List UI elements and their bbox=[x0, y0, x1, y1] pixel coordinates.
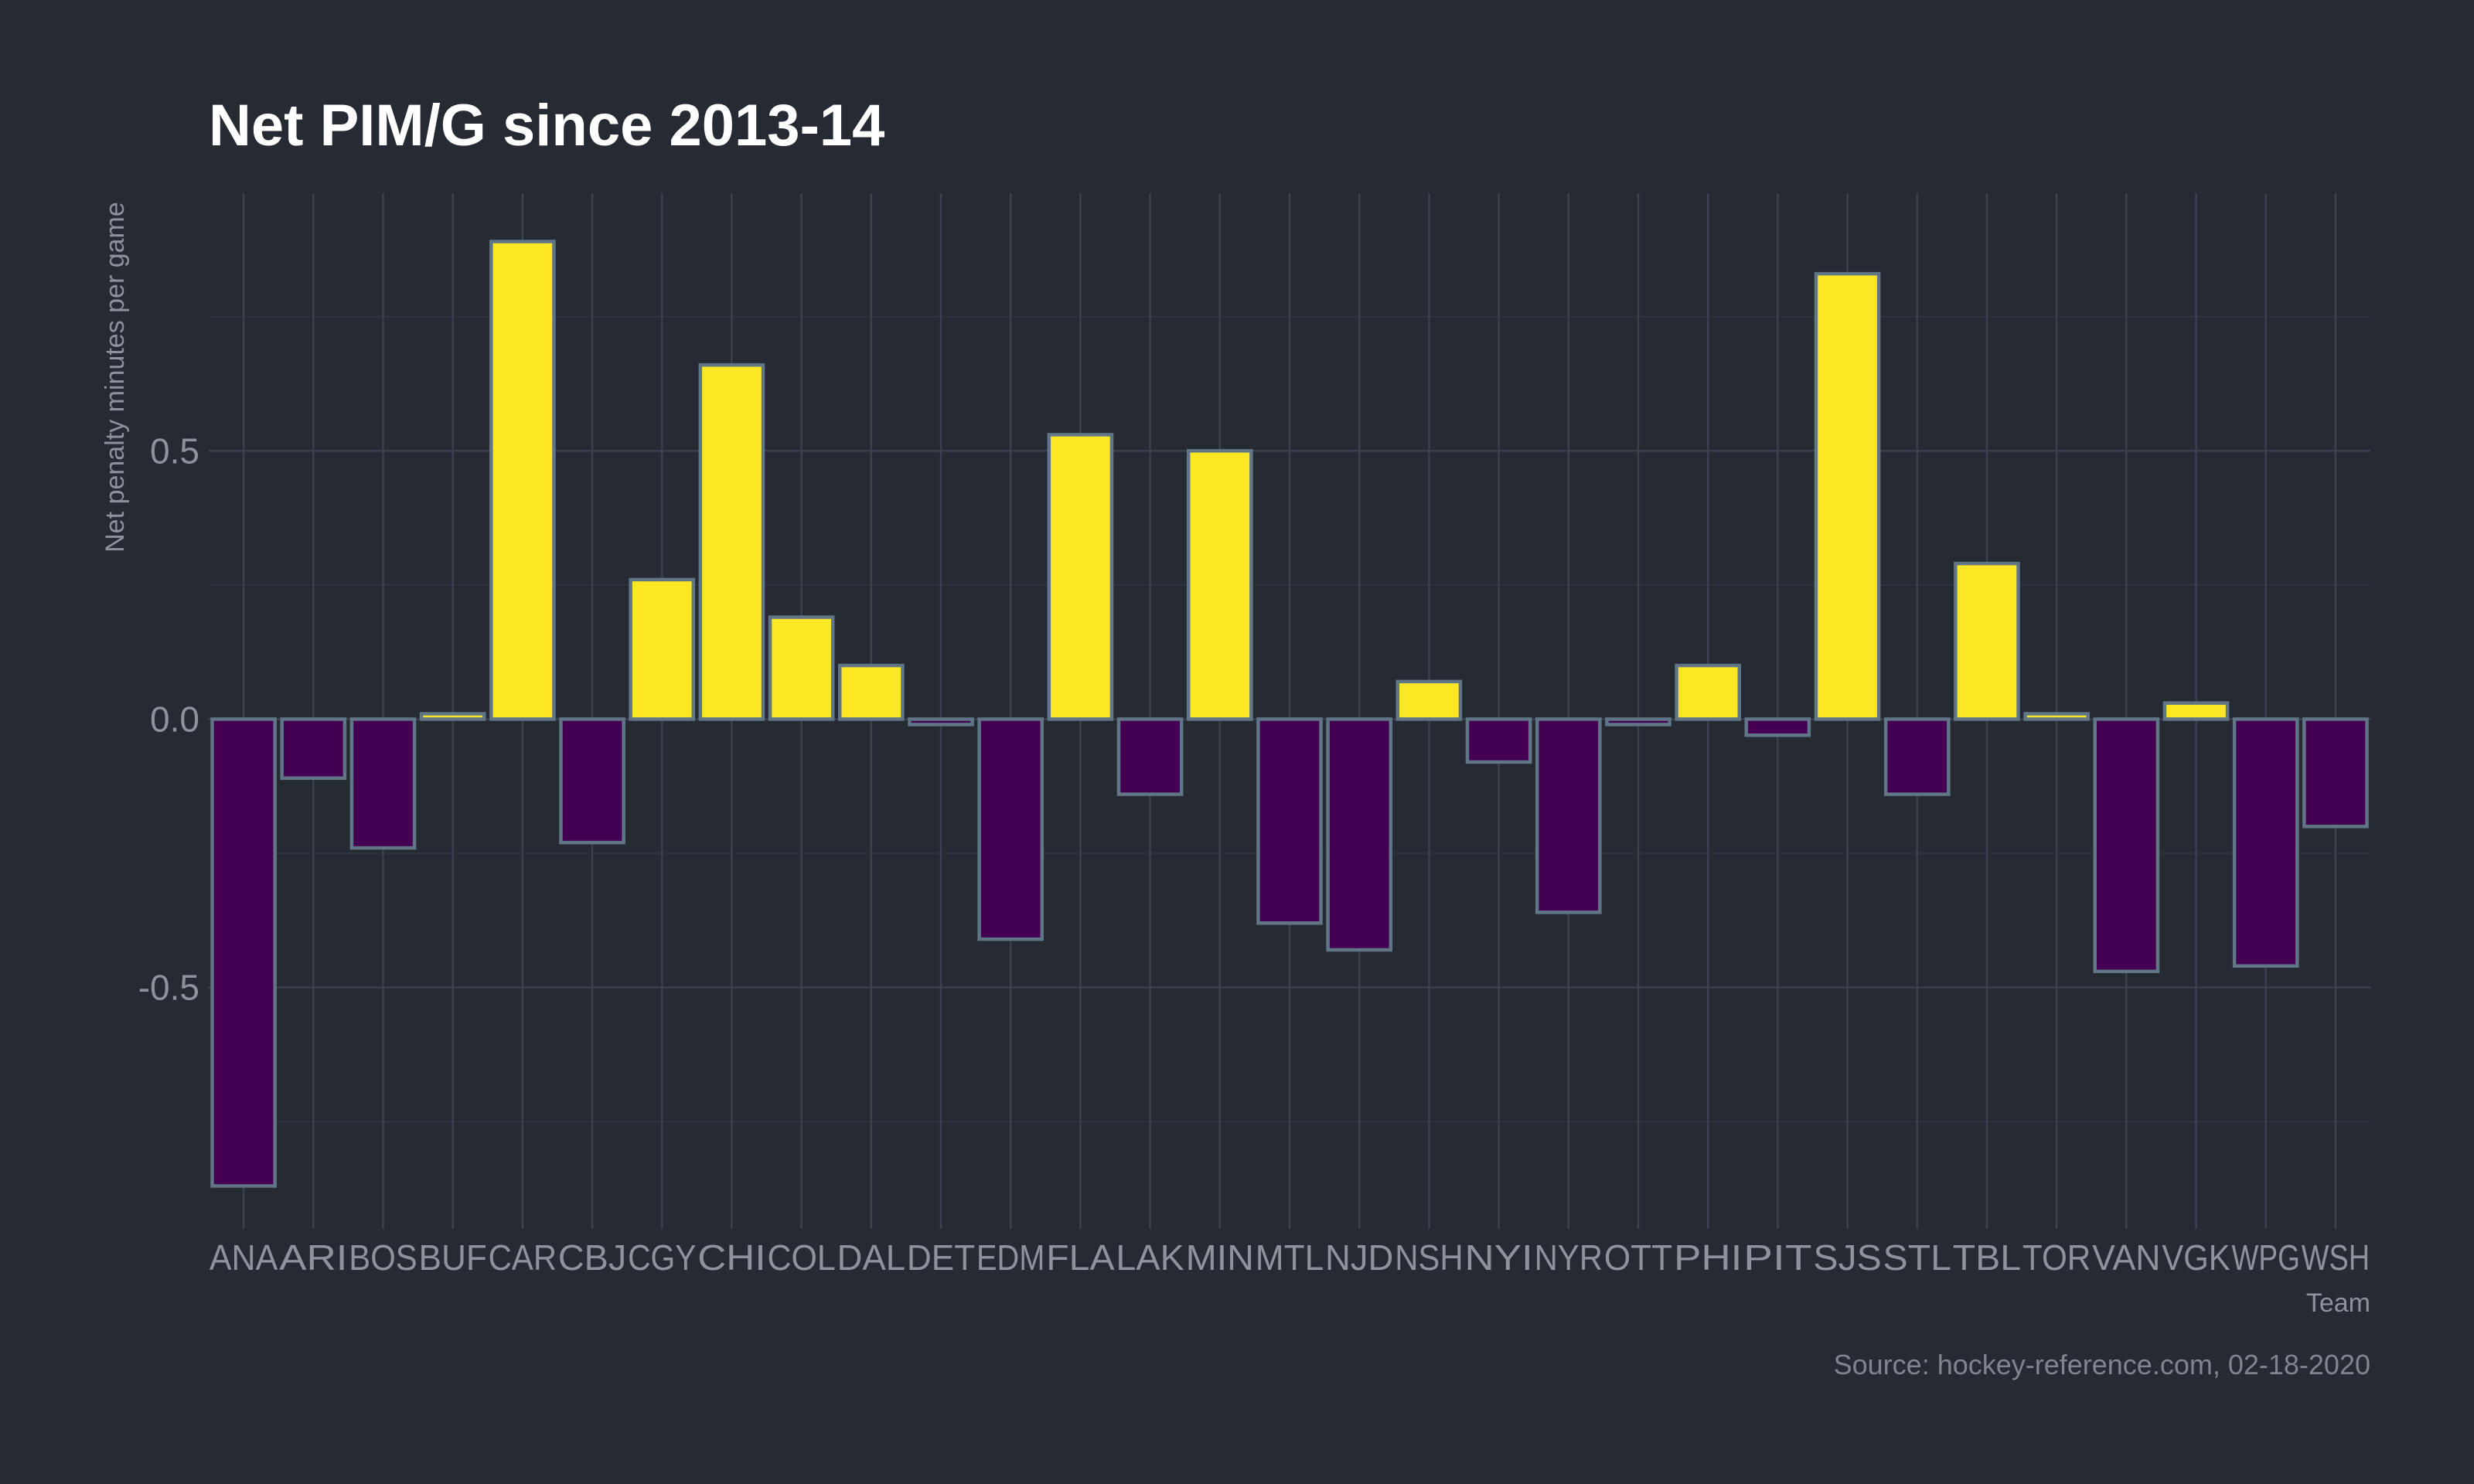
bar-chi bbox=[698, 362, 765, 721]
x-tick-label-stl: STL bbox=[1883, 1237, 1951, 1278]
chart-title: Net PIM/G since 2013-14 bbox=[209, 93, 884, 158]
bar-vgk bbox=[2162, 701, 2230, 721]
bar-dal bbox=[838, 663, 905, 721]
x-tick-labels: ANA ARI BOS BUF CAR CBJ CGY CHI COL DAL DET EDM FLA L… bbox=[210, 1237, 2370, 1278]
bar-tor bbox=[2023, 712, 2090, 721]
x-tick-label-buf: BUF bbox=[418, 1237, 486, 1278]
x-tick-label-dal: DAL bbox=[837, 1237, 905, 1278]
x-tick-label-wpg: WPG bbox=[2232, 1237, 2300, 1278]
x-tick-label-edm: EDM bbox=[976, 1237, 1044, 1278]
x-axis-title: Team bbox=[2306, 1288, 2370, 1318]
source-caption: Source: hockey-reference.com, 02-18-2020 bbox=[1834, 1349, 2370, 1380]
x-tick-label-chi: CHI bbox=[697, 1237, 765, 1278]
bar-mtl bbox=[1256, 717, 1323, 925]
bar-bos bbox=[349, 717, 417, 850]
x-tick-label-njd: NJD bbox=[1325, 1237, 1393, 1278]
x-tick-label-min: MIN bbox=[1186, 1237, 1254, 1278]
bar-njd bbox=[1326, 717, 1393, 952]
y-tick-labels: -0.5 0.0 0.5 bbox=[138, 431, 199, 1007]
x-tick-label-car: CAR bbox=[489, 1237, 557, 1278]
x-tick-label-fla: FLA bbox=[1046, 1237, 1115, 1278]
bar-tbl bbox=[1954, 561, 2020, 721]
x-tick-label-sjs: SJS bbox=[1813, 1237, 1881, 1278]
x-tick-label-phi: PHI bbox=[1674, 1237, 1742, 1278]
x-tick-label-ott: OTT bbox=[1604, 1237, 1672, 1278]
bar-wsh bbox=[2302, 717, 2369, 829]
x-tick-label-ana: ANA bbox=[210, 1237, 278, 1278]
x-tick-label-nsh: NSH bbox=[1395, 1237, 1463, 1278]
x-tick-label-lak: LAK bbox=[1116, 1237, 1184, 1278]
bar-nyr bbox=[1535, 717, 1602, 914]
x-tick-label-col: COL bbox=[767, 1237, 835, 1278]
x-tick-label-pit: PIT bbox=[1743, 1237, 1811, 1278]
y-tick-label: 0.5 bbox=[150, 431, 199, 471]
bar-nyi bbox=[1465, 717, 1532, 764]
bar-sjs bbox=[1814, 271, 1881, 721]
bar-ana bbox=[210, 717, 277, 1188]
y-tick-label: 0.0 bbox=[150, 699, 199, 739]
y-tick-label: -0.5 bbox=[138, 968, 199, 1008]
bar-phi bbox=[1675, 663, 1741, 721]
x-tick-label-nyi: NYI bbox=[1464, 1237, 1532, 1278]
x-tick-label-ari: ARI bbox=[279, 1237, 347, 1278]
bar-det bbox=[908, 717, 974, 727]
x-tick-label-bos: BOS bbox=[349, 1237, 417, 1278]
x-tick-label-vgk: VGK bbox=[2162, 1237, 2230, 1278]
bar-wpg bbox=[2232, 717, 2299, 968]
bar-pit bbox=[1744, 717, 1811, 737]
x-tick-label-tbl: TBL bbox=[1953, 1237, 2021, 1278]
x-tick-label-det: DET bbox=[907, 1237, 975, 1278]
y-axis-title: Net penalty minutes per game bbox=[101, 202, 130, 553]
bar-car bbox=[489, 240, 556, 721]
x-tick-label-van: VAN bbox=[2092, 1237, 2160, 1278]
x-tick-label-nyr: NYR bbox=[1535, 1237, 1603, 1278]
bar-edm bbox=[977, 717, 1044, 941]
x-tick-label-tor: TOR bbox=[2022, 1237, 2091, 1278]
bar-lak bbox=[1116, 717, 1184, 796]
bar-cbj bbox=[559, 717, 625, 845]
bar-ari bbox=[280, 717, 347, 781]
bars bbox=[210, 240, 2369, 1188]
bar-col bbox=[768, 615, 835, 721]
x-tick-label-wsh: WSH bbox=[2302, 1237, 2370, 1278]
x-tick-label-cgy: CGY bbox=[628, 1237, 696, 1278]
bar-fla bbox=[1047, 433, 1114, 721]
bar-buf bbox=[419, 712, 486, 721]
bar-ott bbox=[1605, 717, 1671, 727]
x-tick-label-cbj: CBJ bbox=[558, 1237, 626, 1278]
bar-nsh bbox=[1395, 679, 1463, 721]
bar-min bbox=[1186, 449, 1253, 721]
x-tick-label-mtl: MTL bbox=[1256, 1237, 1324, 1278]
bar-cgy bbox=[629, 577, 696, 721]
bar-stl bbox=[1883, 717, 1951, 796]
bar-van bbox=[2093, 717, 2160, 973]
